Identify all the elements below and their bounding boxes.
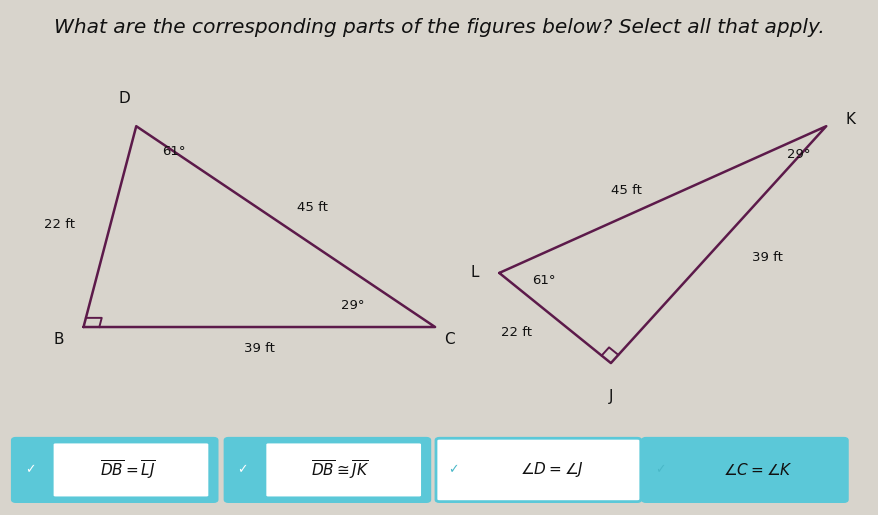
Text: J: J — [608, 389, 613, 404]
Text: 39 ft: 39 ft — [751, 251, 781, 264]
Text: B: B — [54, 332, 64, 347]
FancyBboxPatch shape — [54, 443, 208, 496]
Text: $\overline{DB} \cong \overline{JK}$: $\overline{DB} \cong \overline{JK}$ — [311, 458, 370, 482]
Text: L: L — [470, 265, 479, 281]
Text: K: K — [845, 112, 854, 127]
Text: C: C — [443, 332, 454, 347]
Text: 22 ft: 22 ft — [44, 217, 75, 231]
Text: D: D — [119, 91, 131, 106]
FancyBboxPatch shape — [12, 438, 217, 502]
Text: $\angle D = \angle J$: $\angle D = \angle J$ — [519, 460, 583, 479]
Text: ✓: ✓ — [25, 464, 35, 476]
FancyBboxPatch shape — [266, 443, 421, 496]
Text: 29°: 29° — [786, 148, 810, 161]
Text: ✓: ✓ — [448, 464, 458, 476]
Text: 29°: 29° — [341, 299, 364, 312]
Text: $\overline{DB} = \overline{LJ}$: $\overline{DB} = \overline{LJ}$ — [100, 458, 155, 482]
Text: 61°: 61° — [531, 274, 555, 287]
Text: $\angle C = \angle K$: $\angle C = \angle K$ — [723, 462, 792, 478]
Text: What are the corresponding parts of the figures below? Select all that apply.: What are the corresponding parts of the … — [54, 18, 824, 37]
FancyBboxPatch shape — [642, 438, 846, 502]
Text: 45 ft: 45 ft — [296, 201, 327, 214]
Text: 61°: 61° — [162, 145, 186, 159]
Text: ✓: ✓ — [237, 464, 248, 476]
FancyBboxPatch shape — [435, 438, 640, 502]
Text: ✓: ✓ — [654, 464, 665, 476]
Text: 22 ft: 22 ft — [500, 325, 531, 339]
FancyBboxPatch shape — [225, 438, 429, 502]
Text: 45 ft: 45 ft — [610, 184, 641, 197]
Text: 39 ft: 39 ft — [243, 342, 275, 355]
